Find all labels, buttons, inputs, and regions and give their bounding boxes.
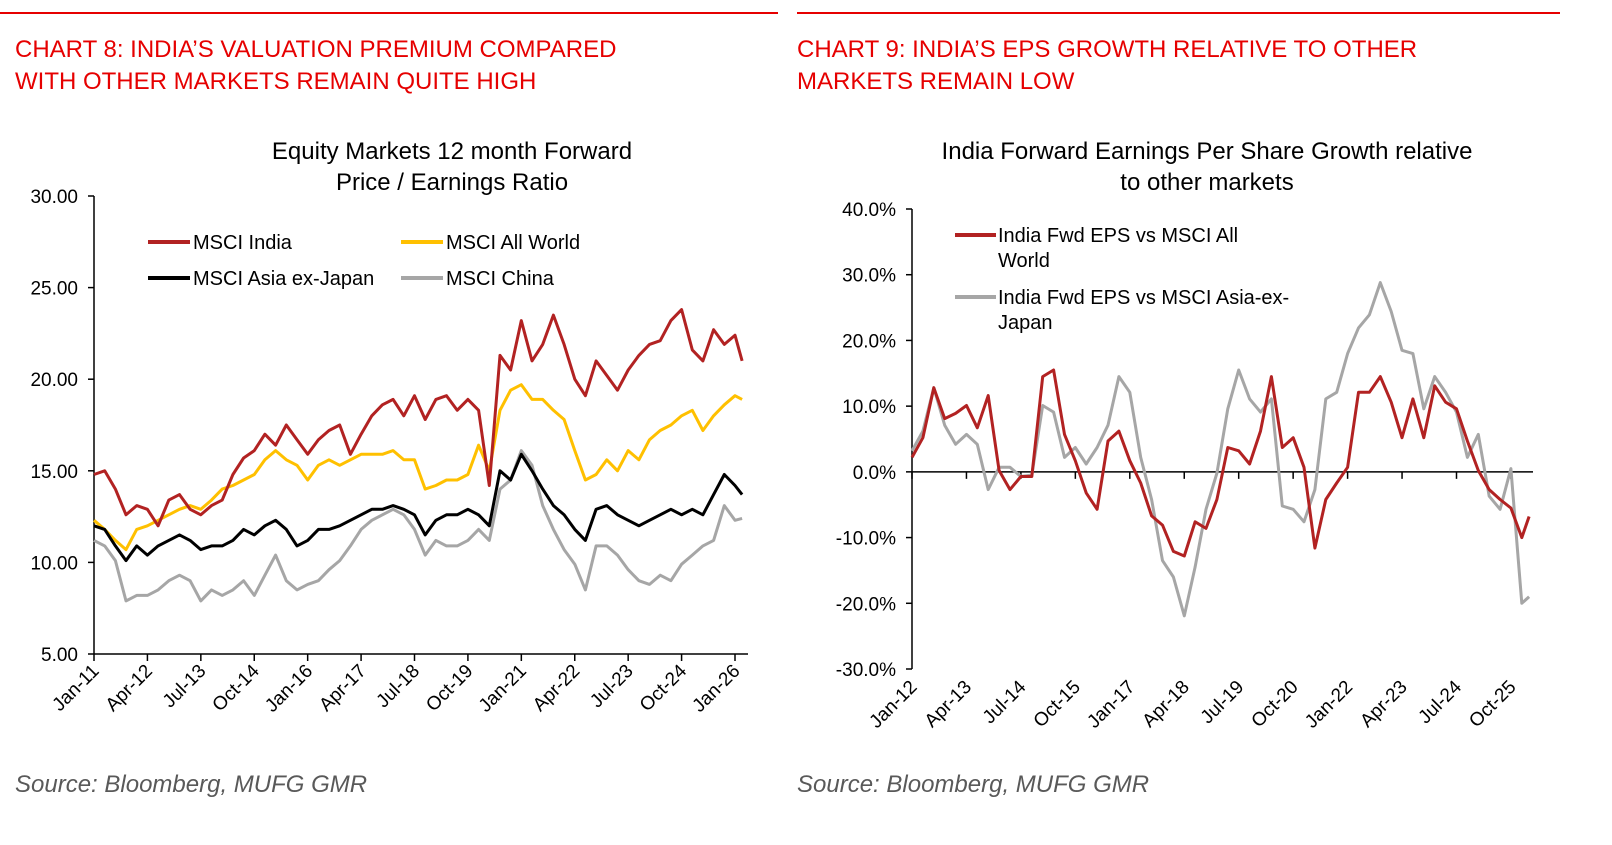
y-tick-label: 30.0%	[842, 266, 896, 287]
legend-label-india-vs-all-world-line-1: India Fwd EPS vs MSCI All	[998, 225, 1238, 247]
series-line-india-fwd-eps-vs-msci-all-world	[910, 368, 1531, 558]
x-tick-label: Apr-23	[1356, 677, 1411, 732]
x-tick-label: Jan-16	[261, 661, 317, 717]
x-tick-label: Jan-21	[475, 661, 531, 717]
x-tick-label: Jan-17	[1083, 677, 1139, 733]
x-tick-label: Jan-11	[49, 661, 104, 716]
series-line-msci-all-world	[93, 383, 743, 552]
x-tick-label: Jul-14	[979, 676, 1031, 728]
y-tick-label: -20.0%	[836, 594, 896, 615]
x-tick-label: Oct-24	[636, 660, 691, 715]
y-tick-label: 30.00	[30, 187, 78, 208]
y-tick-label: 10.00	[30, 553, 78, 574]
x-tick-label: Jul-18	[373, 661, 424, 712]
left-chart-title-line-2: Price / Earnings Ratio	[336, 169, 568, 196]
right-chart-source: Source: Bloomberg, MUFG GMR	[797, 771, 1149, 798]
right-chart-title-line-2: to other markets	[1120, 169, 1293, 196]
x-tick-label: Oct-20	[1248, 677, 1303, 732]
x-tick-label: Apr-13	[921, 677, 976, 732]
x-tick-label: Jul-13	[159, 661, 210, 712]
x-tick-label: Jul-19	[1197, 677, 1248, 728]
legend-label-msci-india: MSCI India	[193, 232, 293, 254]
x-tick-label: Jul-23	[586, 661, 637, 712]
series-line-msci-china	[93, 449, 743, 603]
left-chart-source: Source: Bloomberg, MUFG GMR	[15, 771, 367, 798]
x-tick-label: Apr-12	[102, 661, 157, 716]
left-chart-title-line-1: Equity Markets 12 month Forward	[272, 138, 632, 165]
x-tick-label: Oct-15	[1030, 677, 1085, 732]
x-tick-label: Jan-12	[866, 677, 922, 733]
right-chart-plot: 40.0% 30.0% 20.0% 10.0% 0.0% -10.0% -20.0% -30.…	[836, 200, 1533, 733]
right-chart-header-line-1: CHART 9: INDIA’S EPS GROWTH RELATIVE TO …	[797, 36, 1417, 63]
series-line-india-fwd-eps-vs-msci-asia-ex-japan	[910, 281, 1531, 618]
y-tick-label: 40.0%	[842, 200, 896, 221]
legend-label-india-vs-all-world-line-2: World	[998, 250, 1050, 272]
y-tick-label: 20.00	[30, 370, 78, 391]
series-line-msci-asia-ex-japan	[93, 452, 744, 563]
x-tick-label: Jul-24	[1415, 676, 1467, 728]
y-tick-label: 20.0%	[842, 331, 896, 352]
y-tick-label: -10.0%	[836, 529, 896, 550]
y-tick-label: 0.0%	[853, 463, 896, 484]
left-chart-plot: 30.0025.0020.0015.0010.005.00Jan-11Apr-1…	[30, 187, 748, 717]
y-tick-label: -30.0%	[836, 660, 896, 681]
legend-label-india-vs-asia-ex-japan-line-1: India Fwd EPS vs MSCI Asia-ex-	[998, 287, 1289, 309]
legend-label-msci-asia-ex-japan: MSCI Asia ex-Japan	[193, 268, 374, 290]
right-chart-title-line-1: India Forward Earnings Per Share Growth …	[942, 138, 1473, 165]
x-tick-label: Jan-26	[689, 661, 745, 717]
y-tick-label: 15.00	[30, 462, 78, 483]
x-tick-label: Oct-25	[1465, 677, 1520, 732]
x-tick-label: Jan-22	[1301, 677, 1357, 733]
left-chart-header-line-1: CHART 8: INDIA’S VALUATION PREMIUM COMPA…	[15, 36, 616, 63]
y-tick-label: 10.0%	[842, 397, 896, 418]
y-tick-label: 25.00	[30, 279, 78, 300]
x-tick-label: Apr-18	[1139, 677, 1194, 732]
x-tick-label: Oct-14	[209, 660, 264, 715]
x-tick-label: Oct-19	[422, 661, 477, 716]
y-tick-label: 5.00	[41, 645, 78, 666]
x-tick-label: Apr-22	[529, 661, 584, 716]
legend-label-msci-china: MSCI China	[446, 268, 555, 290]
legend-label-india-vs-asia-ex-japan-line-2: Japan	[998, 312, 1053, 334]
x-tick-label: Apr-17	[315, 661, 370, 716]
series-line-msci-india	[93, 308, 744, 528]
legend-label-msci-all-world: MSCI All World	[446, 232, 580, 254]
right-chart-header-line-2: MARKETS REMAIN LOW	[797, 68, 1075, 95]
left-chart-header-line-2: WITH OTHER MARKETS REMAIN QUITE HIGH	[15, 68, 536, 95]
